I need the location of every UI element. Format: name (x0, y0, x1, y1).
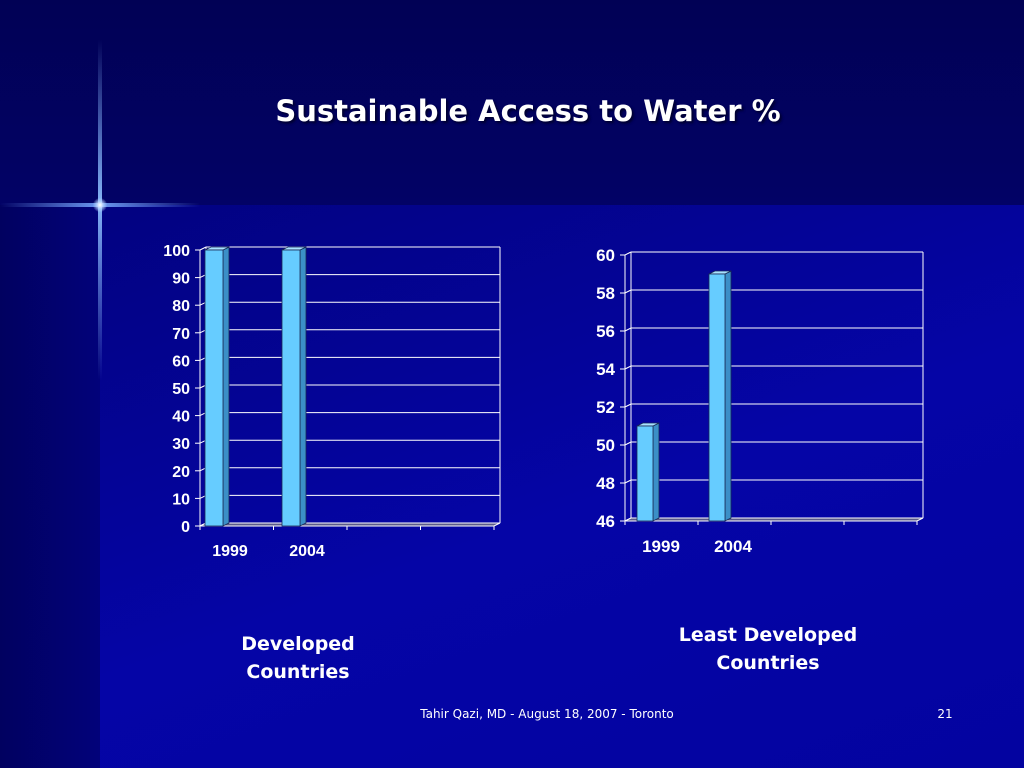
y-tick-label: 30 (172, 436, 190, 453)
slide-title: Sustainable Access to Water % (275, 94, 781, 128)
x-category-label: 1999 (642, 537, 680, 556)
slide-header-background (0, 0, 1024, 205)
y-tick-label: 100 (163, 243, 190, 260)
y-tick-label: 58 (596, 284, 615, 303)
caption-least-developed-countries: Least Developed Countries (648, 621, 888, 677)
y-tick-label: 48 (596, 474, 615, 493)
y-tick-label: 10 (172, 491, 190, 508)
bar-side (222, 246, 230, 527)
caption-line: Countries (246, 661, 350, 683)
bar-side (652, 422, 660, 522)
y-tick-label: 52 (596, 398, 615, 417)
y-tick-label: 50 (172, 381, 190, 398)
y-tick-diagonal (624, 327, 632, 332)
bar-front (204, 249, 224, 527)
y-tick-label: 56 (596, 322, 615, 341)
caption-line: Countries (716, 652, 820, 674)
chart-least-developed-countries: 46 48 50 52 54 56 58 60 1999 2004 (596, 246, 924, 556)
bar-2004 (281, 246, 307, 527)
y-tick-diagonal (624, 251, 632, 256)
y-tick-label: 60 (172, 353, 190, 370)
bar-side (724, 270, 732, 522)
y-tick-label: 60 (596, 246, 615, 265)
bar-side (299, 246, 307, 527)
bar-1999 (636, 422, 660, 522)
caption-line: Least Developed (678, 624, 858, 646)
light-flare-star-icon (93, 198, 107, 212)
y-tick-diagonal (624, 441, 632, 446)
y-tick-label: 46 (596, 512, 615, 531)
caption-line: Developed (241, 633, 355, 655)
bar-front (636, 425, 654, 522)
y-tick-label: 50 (596, 436, 615, 455)
y-tick-diagonal (624, 479, 632, 484)
y-tick-label: 80 (172, 298, 190, 315)
footer-text: Tahir Qazi, MD - August 18, 2007 - Toron… (420, 707, 674, 721)
bar-2004 (708, 270, 732, 522)
y-tick-label: 40 (172, 409, 190, 426)
chart-developed-countries: 0 10 20 30 40 50 60 70 80 90 100 1999 2004 (163, 243, 501, 560)
y-tick-diagonal (624, 289, 632, 294)
slide-left-band (0, 205, 100, 768)
y-tick-diagonal (624, 403, 632, 408)
x-category-label: 2004 (289, 543, 325, 560)
y-tick-diagonal (624, 365, 632, 370)
y-tick-label: 90 (172, 271, 190, 288)
bar-1999 (204, 246, 230, 527)
y-tick-label: 0 (181, 519, 190, 536)
y-tick-label: 20 (172, 464, 190, 481)
x-category-label: 2004 (714, 537, 752, 556)
y-tick-label: 70 (172, 326, 190, 343)
caption-developed-countries: Developed Countries (198, 630, 398, 686)
y-tick-label: 54 (596, 360, 615, 379)
page-number: 21 (937, 707, 953, 721)
bar-front (281, 249, 301, 527)
y-tick-diagonal (199, 246, 207, 251)
x-category-label: 1999 (212, 543, 248, 560)
bar-front (708, 273, 726, 522)
slide-body-background (0, 205, 1024, 768)
